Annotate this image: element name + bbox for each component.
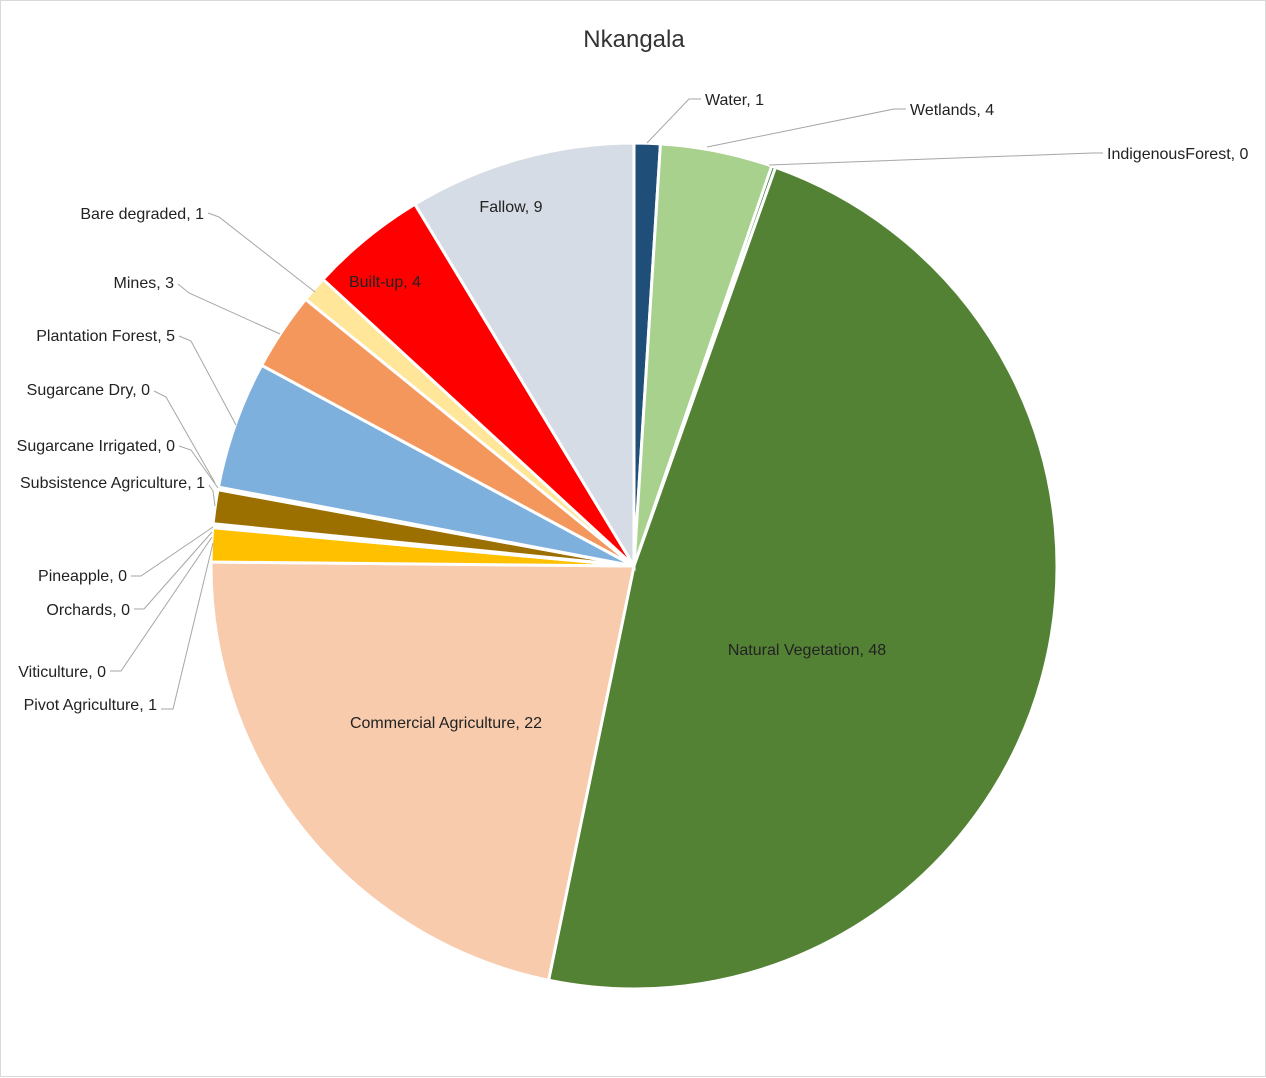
data-label: Viticulture, 0 [18,664,106,681]
leader-line [178,335,237,426]
leader-line [153,390,216,484]
data-label: Natural Vegetation, 48 [728,642,886,659]
data-label: IndigenousForest, 0 [1107,146,1249,163]
leader-line [207,212,316,293]
data-label: Plantation Forest, 5 [36,328,175,345]
data-label: Wetlands, 4 [910,102,994,119]
data-label: Fallow, 9 [479,199,542,216]
slices-layer [209,141,1059,991]
labels-layer: Water, 1 Wetlands, 4 IndigenousForest, 0 Na… [17,92,1249,732]
leader-line [177,283,281,335]
leader-line [134,531,213,610]
pie-slice-commercial-agriculture [209,560,636,983]
data-label: Pivot Agriculture, 1 [24,697,158,714]
data-label: Orchards, 0 [46,602,130,619]
data-label: Water, 1 [705,92,764,109]
data-label: Built-up, 4 [349,274,421,291]
leader-line [110,536,213,672]
data-label: Sugarcane Irrigated, 0 [17,438,175,455]
leader-line [706,108,906,148]
data-label: Subsistence Agriculture, 1 [20,475,205,492]
leader-line [178,445,219,489]
chart-title: Nkangala [583,26,685,53]
leader-line [131,526,214,577]
data-label: Bare degraded, 1 [80,206,204,223]
data-label: Sugarcane Dry, 0 [27,382,150,399]
data-label: Pineapple, 0 [38,568,127,585]
leader-line [208,484,216,507]
pie-slice-fallow [412,141,636,572]
leader-line [161,542,214,710]
leader-lines-layer [110,98,1103,710]
data-label: Mines, 3 [114,275,175,292]
pie-slice-natural-vegetation [546,165,1059,991]
data-label: Commercial Agriculture, 22 [350,715,542,732]
leader-line [768,152,1103,166]
leader-line [646,98,701,144]
